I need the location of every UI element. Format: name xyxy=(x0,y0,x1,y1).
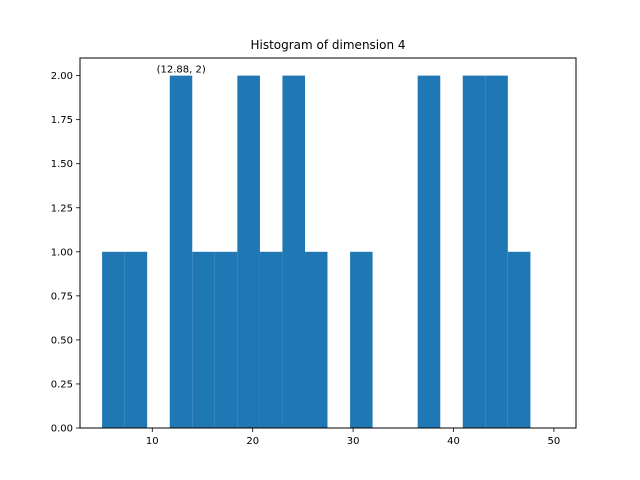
y-tick-label: 0.00 xyxy=(51,424,73,435)
y-tick-label: 1.25 xyxy=(51,203,73,214)
histogram-bar xyxy=(192,251,215,428)
y-axis-ticks: 0.00 0.25 0.50 0.75 1.00 1.25 1.50 1.75 2.00 xyxy=(51,71,80,435)
histogram-bar xyxy=(259,251,283,428)
y-tick-label: 0.25 xyxy=(51,379,73,390)
y-tick-label: 1.00 xyxy=(51,247,73,258)
bars-group xyxy=(102,75,531,428)
axes-frame xyxy=(79,57,577,429)
histogram-bar xyxy=(305,251,328,428)
x-tick-label: 50 xyxy=(548,436,561,447)
histogram-bar xyxy=(462,75,486,428)
histogram-bar xyxy=(485,75,508,428)
x-tick-label: 30 xyxy=(347,436,360,447)
chart-title: Histogram of dimension 4 xyxy=(250,38,405,52)
x-axis-ticks: 10 20 30 40 50 xyxy=(146,428,560,447)
histogram-bar xyxy=(124,251,148,428)
x-tick-label: 10 xyxy=(146,436,159,447)
y-tick-label: 2.00 xyxy=(51,71,73,82)
histogram-bar xyxy=(214,251,238,428)
y-tick-label: 0.75 xyxy=(51,291,73,302)
histogram-bar xyxy=(350,251,373,428)
histogram-bar xyxy=(507,251,531,428)
histogram-bar xyxy=(417,75,441,428)
histogram-bar xyxy=(282,75,306,428)
y-tick-label: 0.50 xyxy=(51,335,73,346)
histogram-bar xyxy=(102,251,125,428)
y-tick-label: 1.75 xyxy=(51,115,73,126)
histogram-bar xyxy=(237,75,260,428)
x-tick-label: 40 xyxy=(447,436,460,447)
histogram-bar xyxy=(169,75,193,428)
y-tick-label: 1.50 xyxy=(51,159,73,170)
bar-annotation: (12.88, 2) xyxy=(157,65,206,76)
x-tick-label: 20 xyxy=(246,436,259,447)
